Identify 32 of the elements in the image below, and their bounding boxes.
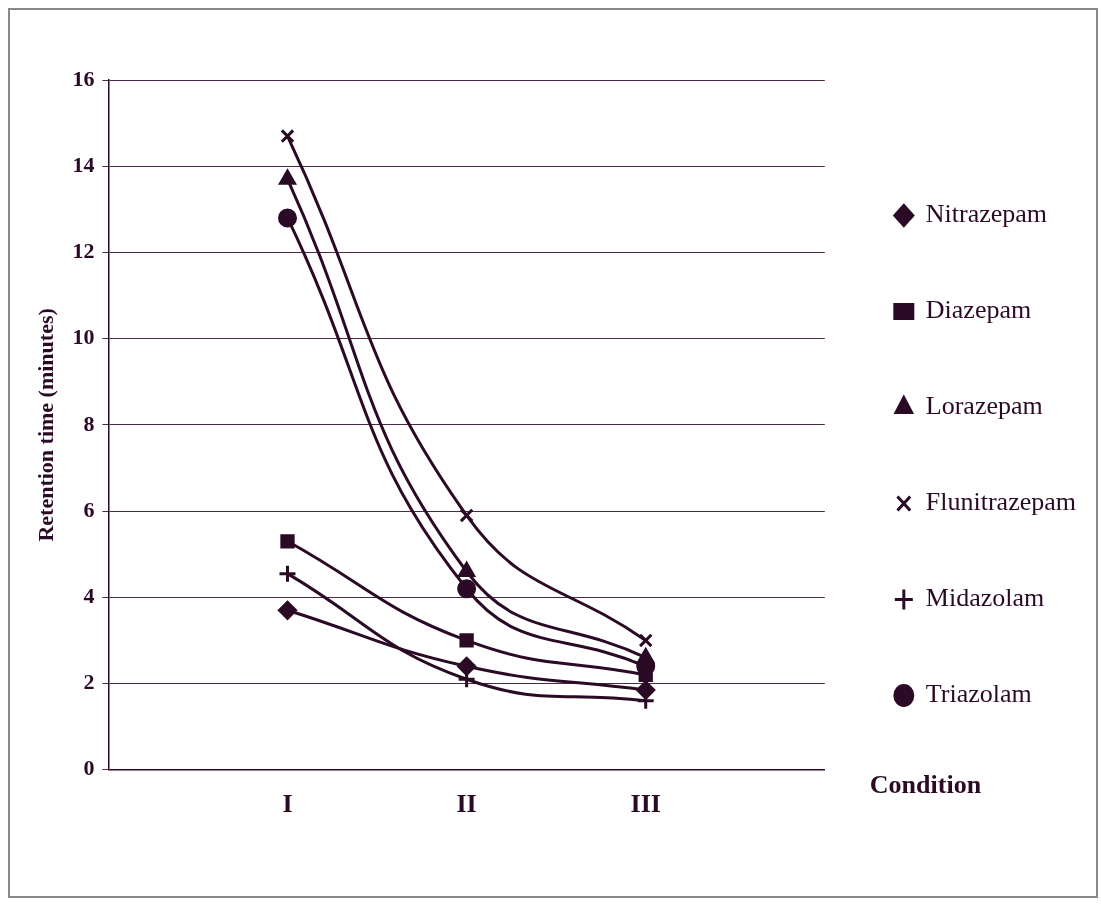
point	[457, 579, 477, 599]
y-tick-label: 10	[72, 324, 95, 350]
point	[280, 128, 295, 144]
legend-label: Diazepam	[925, 295, 1032, 325]
x-tick-label: II	[456, 789, 477, 819]
x-tick-label: III	[630, 789, 661, 819]
x-tick-label: I	[282, 789, 293, 819]
point	[280, 534, 295, 549]
point	[459, 508, 474, 523]
x-axis-title: Condition	[869, 769, 982, 799]
y-tick-label: 4	[83, 583, 95, 609]
legend-label: Midazolam	[925, 583, 1045, 613]
y-tick-label: 2	[83, 669, 95, 695]
point	[636, 680, 656, 700]
point	[278, 208, 298, 228]
y-tick-label: 0	[83, 755, 95, 781]
y-axis-title: Retention time (minutes)	[32, 308, 58, 542]
legend-label: Lorazepam	[925, 391, 1043, 421]
point	[638, 633, 653, 648]
y-tick-label: 16	[72, 65, 95, 91]
legend-label: Flunitrazepam	[925, 487, 1077, 517]
y-tick-label: 6	[83, 496, 95, 522]
legend-label: Triazolam	[925, 679, 1032, 709]
point	[457, 656, 477, 676]
legend-label: Nitrazepam	[925, 199, 1048, 229]
point	[278, 600, 298, 620]
point	[278, 564, 298, 584]
point	[637, 648, 655, 664]
y-tick-label: 14	[72, 151, 95, 177]
point	[459, 633, 474, 648]
y-tick-label: 12	[72, 238, 95, 264]
y-tick-label: 8	[83, 410, 95, 436]
